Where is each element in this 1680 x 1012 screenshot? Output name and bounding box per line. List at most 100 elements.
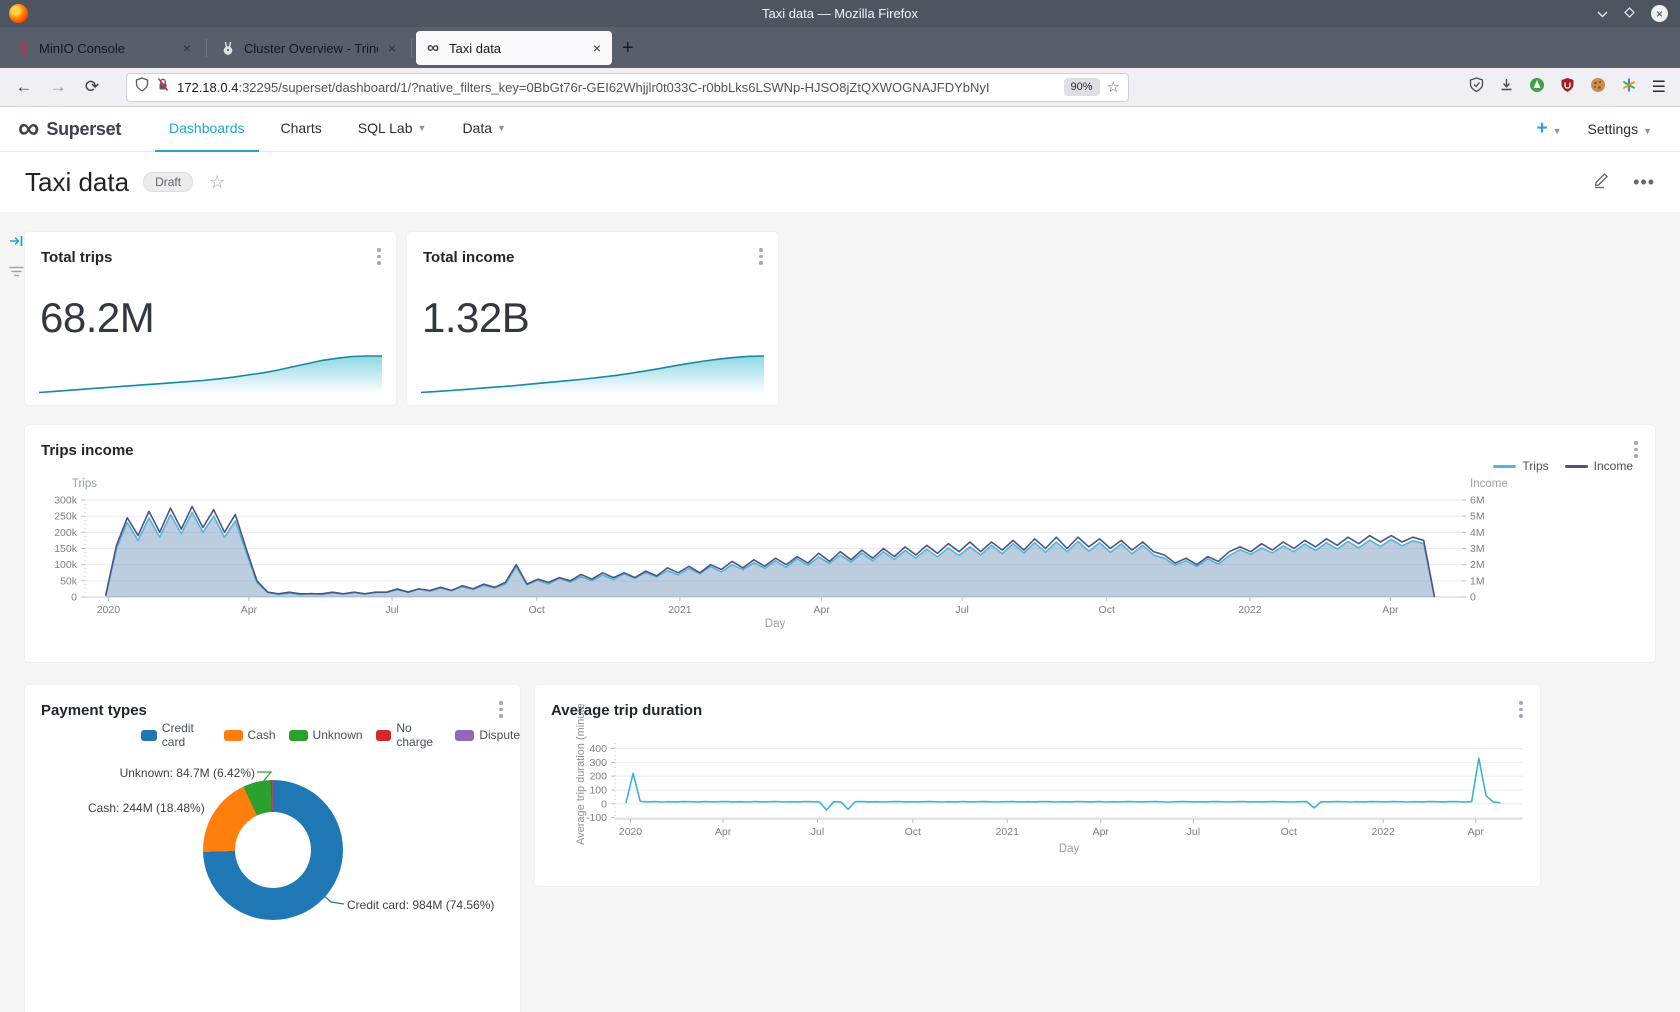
donut-chart[interactable] [203,780,343,920]
chart-kebab-menu[interactable] [494,701,508,718]
tab-separator [206,39,207,57]
filter-icon[interactable] [9,264,24,282]
browser-tab-trino[interactable]: Cluster Overview - Trino × [211,31,407,65]
nav-item-sql-lab[interactable]: SQL Lab▼ [344,107,441,152]
new-tab-button[interactable]: + [622,37,634,60]
x-axis-tick-label: 2021 [996,826,1020,838]
y2-axis-tick-label: 6M [1470,495,1485,507]
superset-favicon-icon: ∞ [425,40,441,56]
superset-brand[interactable]: Superset [46,119,121,140]
legend-swatch [289,730,308,741]
privacy-badger-icon[interactable] [1529,77,1545,98]
x-axis-tick-label: Jul [955,604,968,616]
window-minimize-button[interactable] [1597,7,1608,20]
y-axis-tick-label: 400 [589,743,607,755]
minio-favicon-icon [15,40,31,56]
more-actions-button[interactable]: ••• [1633,177,1655,187]
url-text: 172.18.0.4:32295/superset/dashboard/1/?n… [177,80,1057,95]
cookie-icon[interactable] [1590,77,1606,98]
nav-item-charts[interactable]: Charts [267,107,336,152]
extension-icons: ☰ [1469,77,1670,98]
screen: Taxi data — Mozilla Firefox × MinIO Cons… [0,0,1680,1012]
nav-menu: Dashboards Charts SQL Lab▼ Data▼ [155,107,520,152]
trend-sparkline-chart[interactable] [421,351,764,395]
tracking-shield-icon[interactable] [135,77,149,97]
x-axis-label: Day [725,618,825,630]
pinwheel-addon-icon[interactable] [1621,77,1637,98]
y2-axis-tick-label: 5M [1470,511,1485,523]
chevron-down-icon: ▼ [1553,126,1562,136]
legend-item-credit-card[interactable]: Credit card [141,721,211,749]
edit-dashboard-button[interactable] [1592,170,1611,194]
window-maximize-button[interactable] [1624,7,1635,20]
legend-item-unknown[interactable]: Unknown [289,728,363,742]
chart-legend: Credit card Cash Unknown No charge Dispute [141,721,520,749]
legend-item-dispute[interactable]: Dispute [455,728,520,742]
url-bar[interactable]: 172.18.0.4:32295/superset/dashboard/1/?n… [126,73,1129,102]
chevron-down-icon: ▼ [1643,126,1652,136]
trips-income-chart[interactable]: 300k250k200k150k100k50k06M5M4M3M2M1M0202… [25,425,1655,662]
tab-separator [411,39,412,57]
plus-icon: + [1536,118,1547,139]
nav-item-data[interactable]: Data▼ [448,107,520,152]
window-close-button[interactable]: × [1651,5,1668,22]
browser-tab-taxi-data[interactable]: ∞ Taxi data × [416,31,612,65]
x-axis-tick-label: Apr [1382,604,1399,616]
chart-kebab-menu[interactable] [754,248,768,265]
window-title: Taxi data — Mozilla Firefox [0,6,1680,21]
nav-item-dashboards[interactable]: Dashboards [155,107,259,152]
bookmark-star-icon[interactable]: ☆ [1107,78,1120,96]
kpi-card-total-trips: Total trips 68.2M [25,232,396,405]
shield-check-icon[interactable] [1469,77,1484,98]
chevron-down-icon: ▼ [418,123,427,133]
tab-close-icon[interactable]: × [181,40,193,56]
legend-item-no-charge[interactable]: No charge [376,721,443,749]
legend-label: Unknown [313,728,363,742]
download-icon[interactable] [1499,77,1514,98]
chevron-down-icon: ▼ [497,123,506,133]
page-zoom-indicator[interactable]: 90% [1064,78,1100,96]
expand-filter-bar-icon[interactable] [9,234,24,253]
y-axis-tick-label: 300k [54,495,78,507]
forward-button[interactable]: → [44,73,72,101]
chart-title: Total trips [41,249,112,266]
insecure-lock-icon[interactable] [156,77,170,97]
dashboard-header: Taxi data Draft ☆ ••• [0,152,1680,212]
back-button[interactable]: ← [10,73,38,101]
y2-axis-tick-label: 3M [1470,543,1485,555]
trend-sparkline-chart[interactable] [39,351,382,395]
new-item-button[interactable]: +▼ [1536,118,1561,140]
chart-kebab-menu[interactable] [372,248,386,265]
tab-close-icon[interactable]: × [386,40,398,56]
dashboard-body: Total trips 68.2M Total income 1.32B Tri… [0,212,1680,1012]
legend-swatch [224,730,243,741]
pie-label-cash: Cash: 244M (18.48%) [88,801,205,815]
chart-title: Payment types [41,702,147,719]
x-axis-tick-label: Apr [1468,826,1485,838]
tab-label: MinIO Console [39,41,173,56]
y-axis-tick-label: 100 [589,784,607,796]
avg-trip-duration-chart[interactable]: 4003002001000-1002020AprJulOct2021AprJul… [535,685,1540,886]
x-axis-tick-label: Oct [1281,826,1297,838]
menu-hamburger-icon[interactable]: ☰ [1652,77,1666,97]
pie-label-unknown: Unknown: 84.7M (6.42%) [85,766,255,780]
pie-label-credit-card: Credit card: 984M (74.56%) [347,898,494,912]
browser-tab-minio[interactable]: MinIO Console × [6,31,202,65]
x-axis-tick-label: 2020 [97,604,121,616]
tab-label: Cluster Overview - Trino [244,41,378,56]
y-axis-tick-label: 300 [589,757,607,769]
filter-rail [5,234,27,282]
settings-menu[interactable]: Settings▼ [1587,121,1652,137]
y-axis-tick-label: 150k [54,543,78,555]
superset-logo-icon[interactable]: ∞ [18,114,39,144]
y-axis-tick-label: 50k [60,575,78,587]
ublock-origin-icon[interactable] [1560,77,1575,98]
legend-item-cash[interactable]: Cash [224,728,276,742]
y-axis-tick-label: -100 [586,812,607,824]
tab-close-icon[interactable]: × [591,40,603,56]
reload-button[interactable]: ⟳ [78,73,106,101]
x-axis-tick-label: 2022 [1238,604,1262,616]
legend-label: Credit card [162,721,211,749]
favorite-star-icon[interactable]: ☆ [209,172,225,193]
chart-card-payment-types: Payment types Credit card Cash Unknown No c… [25,685,520,1012]
